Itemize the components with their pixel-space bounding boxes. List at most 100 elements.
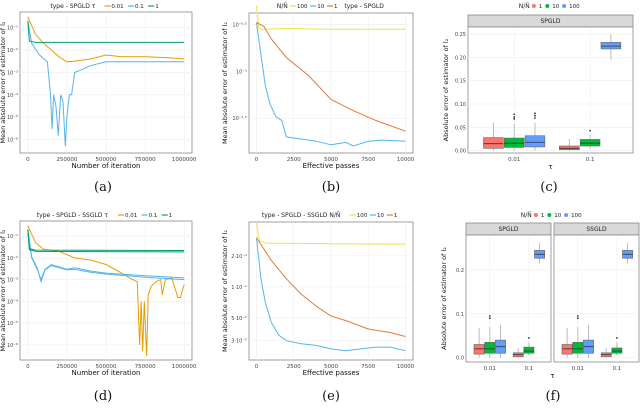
legend-label: 10 <box>552 4 559 10</box>
x-tick-label: 500000 <box>96 364 117 370</box>
legend-label: 100 <box>569 4 580 10</box>
y-tick-label: 0.00 <box>455 149 466 155</box>
x-tick-label: 0.1 <box>586 157 595 163</box>
box-0.1-100 <box>600 42 622 50</box>
series-line-0.1 <box>27 20 185 147</box>
x-tick-label: 7500 <box>361 157 375 163</box>
y-tick-label: 10⁻⁰·⁵ <box>232 22 247 28</box>
legend-key <box>533 213 538 217</box>
box-outlier <box>488 317 491 320</box>
y-tick-label: 10⁻² <box>7 48 18 54</box>
x-tick-label: 2500 <box>287 157 301 163</box>
y-tick-label: 10⁻¹·⁵ <box>232 116 247 122</box>
box-outlier <box>528 337 530 339</box>
legend-e: type - SPGLD - SSGLD N/Ñ 100 10 1 <box>262 212 398 219</box>
y-tick-label: 0.0 <box>456 356 464 362</box>
y-tick-label: 3·10⁻² <box>231 339 247 345</box>
box-0.01-100 <box>524 135 546 148</box>
x-tick-label: 1000000 <box>172 364 197 370</box>
legend-label: 100 <box>571 213 582 219</box>
x-tick-label: 0 <box>26 157 30 163</box>
legend-label: 0.1 <box>135 4 144 10</box>
legend-label: 100 <box>357 213 368 219</box>
legend-key <box>547 213 552 217</box>
caption-c: (c) <box>540 180 558 195</box>
legend-c: N/Ñ 1 10 100 <box>519 3 580 10</box>
box-outlier <box>616 337 618 339</box>
caption-d: (d) <box>93 389 113 404</box>
legend-title: type - SPGLD - SSGLD τ <box>37 212 109 219</box>
caption-b: (b) <box>321 180 341 195</box>
facet-label: SPGLD <box>540 18 560 25</box>
x-tick-label: 0.01 <box>508 157 520 163</box>
box-outlier <box>534 114 536 117</box>
legend-label: 0.1 <box>149 213 158 219</box>
legend-label: 1 <box>155 4 159 10</box>
x-tick-label: 500000 <box>96 157 117 163</box>
x-tick-label: 2500 <box>287 364 301 370</box>
y-tick-label: 0.15 <box>455 79 466 85</box>
series-line-0.1 <box>27 229 185 282</box>
box-0.01-1 <box>473 344 485 355</box>
box-0.01-10 <box>572 341 584 354</box>
legend-d: type - SPGLD - SSGLD τ 0.01 0.1 1 <box>37 212 173 219</box>
y-tick-label: 10⁻¹ <box>7 26 18 32</box>
legend-suffix: type - SPGLD <box>344 3 384 10</box>
legend-label: 10 <box>554 213 561 219</box>
legend-label: 0.01 <box>125 213 137 219</box>
x-tick-label: 0 <box>255 364 259 370</box>
y-axis-label: Mean absolute error of estimator of l₂ <box>221 22 229 144</box>
y-axis-label: Mean absolute error of estimator of l₂ <box>0 21 7 143</box>
legend-title: type - SPGLD - SSGLD N/Ñ <box>262 212 341 219</box>
legend-title: N/Ñ <box>521 212 532 219</box>
y-tick-label: 10⁻⁵ <box>7 321 18 327</box>
legend-label: 100 <box>297 4 308 10</box>
x-tick-label: 0.1 <box>525 366 534 372</box>
series-line-0.01 <box>27 225 185 357</box>
series-line-1 <box>27 229 185 253</box>
y-axis-label: Mean absolute error of estimator of l₂ <box>221 230 229 352</box>
facet-label: SPGLD <box>498 226 518 233</box>
y-tick-label: 10⁻² <box>7 256 18 262</box>
x-tick-label: 0 <box>255 157 259 163</box>
legend-title: N/Ñ <box>277 3 288 10</box>
box-0.1-10 <box>579 139 601 147</box>
x-axis-label: τ <box>548 163 552 171</box>
legend-label: 1 <box>541 213 545 219</box>
box-outlier <box>488 315 491 317</box>
legend-label: 1 <box>169 213 173 219</box>
x-tick-label: 0.01 <box>572 366 584 372</box>
box-0.01-10 <box>503 137 525 148</box>
legend-key <box>545 4 550 8</box>
series-line-10 <box>256 22 406 147</box>
x-tick-label: 1000000 <box>172 157 197 163</box>
legend-f: N/Ñ 1 10 100 <box>521 212 582 219</box>
y-tick-label: 10⁻⁴ <box>7 299 18 305</box>
legend-key <box>562 4 567 8</box>
y-tick-label: 10⁻⁴ <box>7 93 18 99</box>
x-tick-label: 0 <box>26 364 30 370</box>
x-tick-label: 0.1 <box>613 366 622 372</box>
y-tick-label: 2·10⁻¹ <box>231 254 247 260</box>
box-outlier <box>534 112 536 115</box>
x-tick-label: 5000 <box>324 364 338 370</box>
box-0.01-1 <box>483 137 504 149</box>
series-line-0.01 <box>27 16 185 63</box>
x-tick-label: 10000 <box>397 157 415 163</box>
legend-b: N/Ñ 100 10 1 type - SPGLD <box>277 3 384 10</box>
y-tick-label: 10⁻⁶ <box>7 343 18 349</box>
y-tick-label: 10⁻³ <box>7 278 18 284</box>
x-tick-label: 0.01 <box>484 366 496 372</box>
facet-label: SSGLD <box>586 226 607 233</box>
y-tick-label: 10⁻⁵ <box>7 115 18 121</box>
legend-key <box>531 4 536 8</box>
x-axis-label: Effective passes <box>303 162 360 170</box>
series-line-0.1 <box>27 229 185 284</box>
y-axis-label: Absolute error of estimator of l₂ <box>440 247 448 350</box>
legend-label: 0.01 <box>111 4 123 10</box>
box-outlier <box>534 117 536 119</box>
y-tick-label: 1·10⁻¹ <box>231 285 247 291</box>
caption-e: (e) <box>322 389 340 404</box>
x-tick-label: 5000 <box>324 157 338 163</box>
y-tick-label: 10⁻⁶ <box>7 138 18 144</box>
